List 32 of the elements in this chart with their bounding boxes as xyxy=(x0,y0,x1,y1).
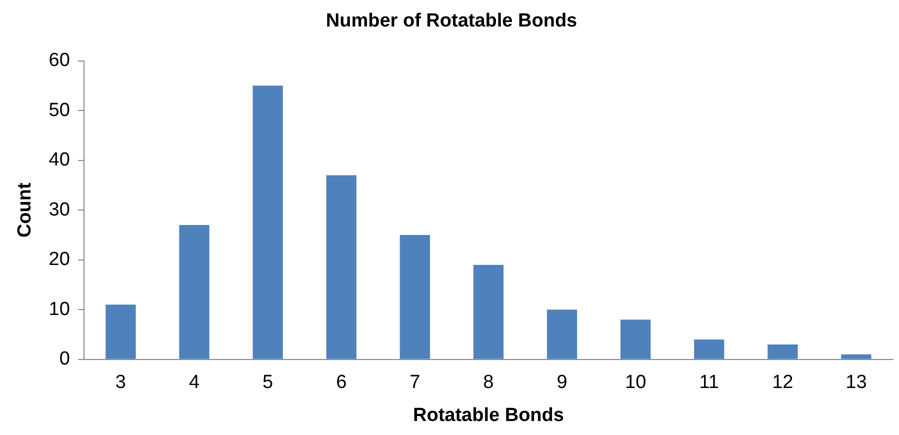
x-tick-label: 4 xyxy=(188,372,200,394)
y-tick-label: 30 xyxy=(48,199,70,220)
bar xyxy=(326,175,356,359)
x-tick-label: 13 xyxy=(846,372,867,394)
x-tick-label: 8 xyxy=(483,372,494,394)
y-tick-label: 0 xyxy=(59,348,70,370)
y-tick-label: 20 xyxy=(48,249,70,270)
bar xyxy=(400,234,430,359)
bar xyxy=(106,304,136,359)
bar xyxy=(473,264,504,359)
y-tick-label: 40 xyxy=(48,150,70,171)
bar xyxy=(546,310,578,359)
bar xyxy=(768,344,798,359)
x-tick-label: 11 xyxy=(699,372,719,394)
x-tick-label: 9 xyxy=(556,372,568,394)
x-tick-label: 7 xyxy=(410,372,420,394)
y-tick-label: 60 xyxy=(48,50,70,72)
x-tick-label: 10 xyxy=(625,372,646,394)
x-axis-title: Rotatable Bonds xyxy=(412,404,564,426)
y-tick-label: 10 xyxy=(48,298,70,320)
bar xyxy=(179,225,210,359)
bar xyxy=(841,354,872,359)
y-axis-title: Count xyxy=(14,182,36,238)
x-tick-label: 6 xyxy=(336,372,347,394)
chart-title: Number of Rotatable Bonds xyxy=(326,10,578,32)
x-tick-label: 5 xyxy=(262,372,274,394)
bar xyxy=(252,86,283,359)
bar xyxy=(620,320,651,359)
x-tick-label: 3 xyxy=(115,372,126,394)
bar xyxy=(694,339,724,359)
y-tick-label: 50 xyxy=(48,100,70,121)
x-tick-label: 12 xyxy=(772,372,794,394)
